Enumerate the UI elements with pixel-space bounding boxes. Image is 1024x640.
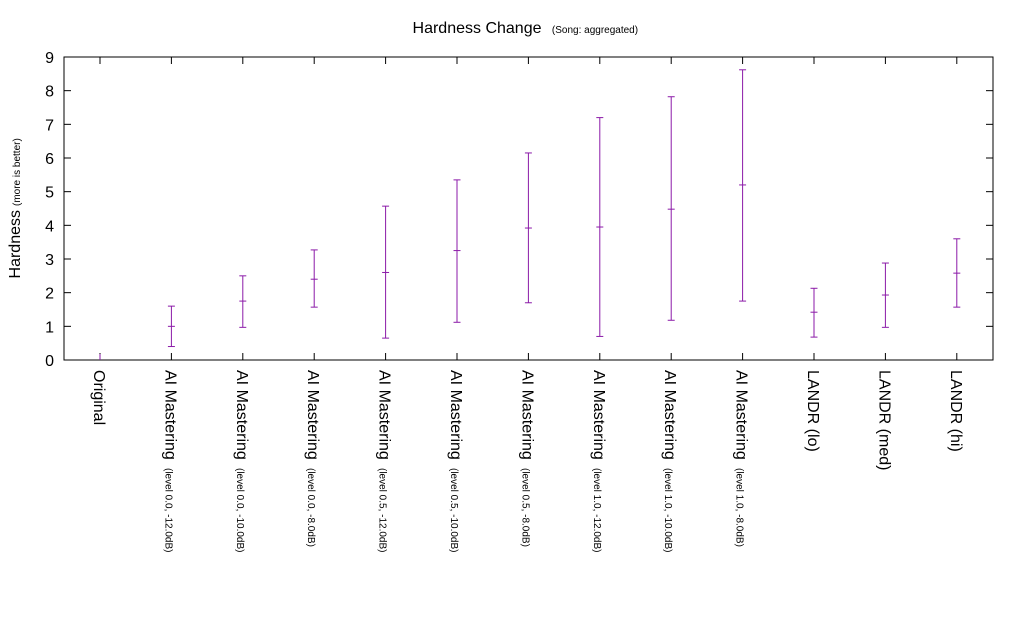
- y-tick-label: 5: [45, 185, 54, 202]
- y-tick-label: 0: [45, 353, 54, 370]
- y-tick-label: 7: [45, 117, 54, 134]
- y-axis: 0 1 2 3 4 5 6 7 8 9: [45, 50, 993, 370]
- x-tick-sublabel: (level 0.0, -10.0dB): [234, 468, 245, 553]
- error-bars: [99, 69, 961, 360]
- chart-subtitle: (Song: aggregated): [552, 25, 638, 36]
- x-tick-sublabel: (level 1.0, -10.0dB): [662, 468, 673, 553]
- x-tick-label: AI Mastering: [161, 370, 178, 460]
- x-tick-label: AI Mastering: [376, 370, 393, 460]
- x-tick-label: LANDR (lo): [804, 370, 821, 452]
- x-tick-sublabel: (level 1.0, -12.0dB): [591, 468, 602, 553]
- error-bar: [167, 305, 175, 348]
- x-tick-label: AI Mastering: [733, 370, 750, 460]
- y-tick-label: 8: [45, 84, 54, 101]
- error-bar: [524, 152, 532, 304]
- x-tick-label: AI Mastering: [518, 370, 535, 460]
- error-bar: [310, 249, 318, 308]
- x-tick-sublabel: (level 0.5, -10.0dB): [448, 468, 459, 553]
- x-tick-sublabel: (level 0.5, -12.0dB): [377, 468, 388, 553]
- error-bar: [239, 275, 247, 328]
- x-tick-label: AI Mastering: [304, 370, 321, 460]
- x-tick-label: AI Mastering: [233, 370, 250, 460]
- x-axis: Original AI Mastering (level 0.0, -12.0dB)…: [90, 57, 964, 553]
- x-tick-label: AI Mastering: [447, 370, 464, 460]
- x-tick-sublabel: (level 0.0, -12.0dB): [162, 468, 173, 553]
- error-bar: [881, 262, 889, 328]
- y-tick-label: 4: [45, 218, 54, 235]
- chart-title: Hardness Change: [413, 20, 542, 37]
- y-axis-label: Hardness: [7, 210, 24, 278]
- error-bar: [667, 96, 675, 321]
- x-tick-label: LANDR (hi): [947, 370, 964, 452]
- error-bar: [739, 69, 747, 302]
- y-tick-label: 9: [45, 50, 54, 67]
- y-axis-label-note: (more is better): [12, 138, 23, 206]
- x-tick-label: LANDR (med): [875, 370, 892, 470]
- y-tick-label: 2: [45, 286, 54, 303]
- x-tick-sublabel: (level 0.5, -8.0dB): [519, 468, 530, 547]
- y-tick-label: 3: [45, 252, 54, 269]
- y-tick-label: 6: [45, 151, 54, 168]
- y-tick-label: 1: [45, 319, 54, 336]
- x-tick-sublabel: (level 1.0, -8.0dB): [734, 468, 745, 547]
- error-bar: [810, 287, 818, 338]
- error-bar: [953, 238, 961, 308]
- error-bar: [382, 205, 390, 339]
- x-tick-sublabel: (level 0.0, -8.0dB): [305, 468, 316, 547]
- x-tick-label: AI Mastering: [590, 370, 607, 460]
- error-bar: [453, 179, 461, 323]
- x-tick-label: Original: [90, 370, 107, 425]
- error-bar: [596, 117, 604, 337]
- x-tick-label: AI Mastering: [661, 370, 678, 460]
